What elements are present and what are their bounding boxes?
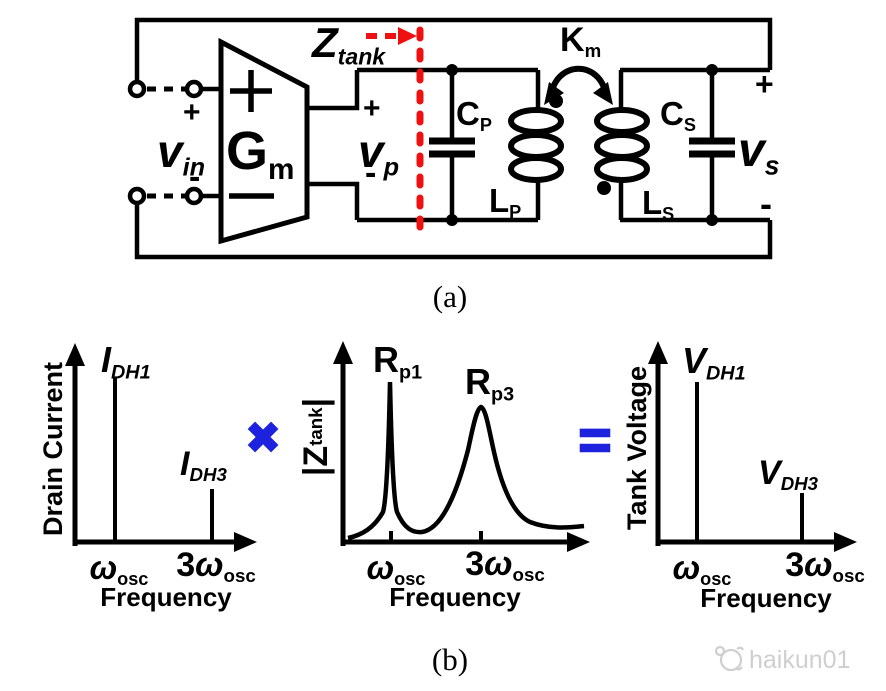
- vdh3-label: VDH3: [758, 454, 819, 495]
- ztank-label: Ztank: [312, 19, 386, 70]
- terminal-circle-icon: [127, 79, 147, 99]
- drain-current-plot-axes: [65, 343, 257, 552]
- ls-polarity-dot: [597, 181, 611, 195]
- rp3-label: Rp3: [465, 361, 515, 406]
- vin-label: vin: [157, 125, 206, 182]
- inductor-ls-symbol: [594, 70, 650, 220]
- drain-frequency-label: Frequency: [100, 582, 232, 612]
- ztank-tick-3wosc: 3ωosc: [465, 545, 545, 586]
- watermark-mascot-icon: [714, 645, 744, 672]
- ztank-probe-dashed-line: [366, 26, 424, 242]
- input-terminals: [127, 79, 221, 206]
- ztank-tick-wosc: ωosc: [366, 549, 426, 589]
- drain-tick-wosc: ωosc: [89, 549, 149, 589]
- ls-label: LS: [642, 184, 675, 224]
- tank-voltage-plot-axes: [648, 341, 857, 552]
- vp-label: vp: [358, 125, 400, 182]
- voltage-tick-wosc: ωosc: [672, 549, 732, 589]
- vdh1-label: VDH1: [682, 340, 746, 385]
- equals-operator: =: [577, 408, 612, 471]
- gm-label: Gm: [226, 121, 295, 186]
- capacitor-cs-symbol: [689, 64, 735, 226]
- idh3-label: IDH3: [180, 445, 227, 486]
- rp1-label: Rp1: [373, 339, 423, 384]
- terminal-circle-icon: [127, 186, 147, 206]
- vp-minus-label: -: [365, 154, 377, 192]
- voltage-tick-3wosc: 3ωosc: [785, 546, 865, 587]
- drain-tick-3wosc: 3ωosc: [176, 546, 256, 587]
- multiply-operator: ✖: [244, 414, 282, 463]
- caption-b: (b): [431, 642, 469, 677]
- inductor-lp-symbol: [508, 70, 564, 220]
- caption-a: (a): [432, 279, 468, 314]
- vp-plus-label: +: [363, 92, 381, 125]
- cs-label: CS: [660, 95, 696, 135]
- cp-label: CP: [456, 95, 492, 135]
- ztank-frequency-label: Frequency: [389, 582, 521, 612]
- vs-label: vs: [738, 124, 780, 181]
- outer-loop-wires: [134, 17, 773, 260]
- km-coupling-arrow-icon: [544, 65, 613, 105]
- watermark-text: haikun01: [749, 646, 851, 674]
- drain-current-axis-label: Drain Current: [37, 361, 68, 537]
- lp-label: LP: [489, 182, 522, 222]
- capacitor-cp-symbol: [429, 64, 475, 226]
- terminal-circle-icon: [184, 79, 204, 99]
- tank-voltage-axis-label: Tank Voltage: [621, 365, 652, 531]
- amp-plus-icon: [230, 70, 272, 112]
- gm-amplifier-symbol: [218, 37, 360, 245]
- vs-plus-label: +: [755, 66, 774, 102]
- ztank-magnitude-plot-axes: [333, 341, 590, 552]
- idh1-label: IDH1: [101, 339, 151, 384]
- vin-plus-label: +: [183, 96, 201, 129]
- vs-minus-label: -: [760, 183, 772, 224]
- vin-minus-label: -: [189, 158, 201, 196]
- voltage-frequency-label: Frequency: [700, 583, 832, 613]
- km-label: Km: [560, 21, 602, 62]
- ztank-resonance-curve: [347, 381, 585, 541]
